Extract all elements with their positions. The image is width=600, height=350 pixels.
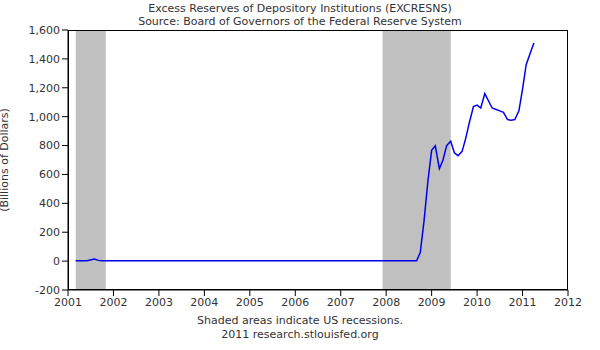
html-text:Source: Board of Governors of: Source: Board of Governors of the Federa… [138,15,462,28]
svg-text:2001: 2001 [54,296,82,309]
svg-text:2012: 2012 [554,296,582,309]
svg-text:400: 400 [39,197,60,210]
svg-text:-200: -200 [35,284,60,297]
html-text:Shaded areas indicate US reces: Shaded areas indicate US recessions. [197,314,403,327]
svg-text:2002: 2002 [99,296,127,309]
html-text:2011 research.stlouisfed.org: 2011 research.stlouisfed.org [221,328,379,341]
svg-text:2011: 2011 [509,296,537,309]
svg-text:1,000: 1,000 [29,111,61,124]
svg-text:1,200: 1,200 [29,82,61,95]
svg-text:2008: 2008 [372,296,400,309]
svg-text:2005: 2005 [236,296,264,309]
svg-text:1,600: 1,600 [29,24,61,37]
svg-text:2003: 2003 [145,296,173,309]
svg-text:1,400: 1,400 [29,53,61,66]
html-text:Excess Reserves of Depository: Excess Reserves of Depository Institutio… [148,2,452,15]
svg-text:2007: 2007 [327,296,355,309]
svg-text:600: 600 [39,168,60,181]
svg-text:2009: 2009 [418,296,446,309]
svg-text:2010: 2010 [463,296,491,309]
svg-text:800: 800 [39,139,60,152]
svg-text:2006: 2006 [281,296,309,309]
svg-text:200: 200 [39,226,60,239]
svg-text:2004: 2004 [190,296,218,309]
svg-text:(Billions of Dollars): (Billions of Dollars) [8,108,11,212]
svg-text:0: 0 [53,255,60,268]
